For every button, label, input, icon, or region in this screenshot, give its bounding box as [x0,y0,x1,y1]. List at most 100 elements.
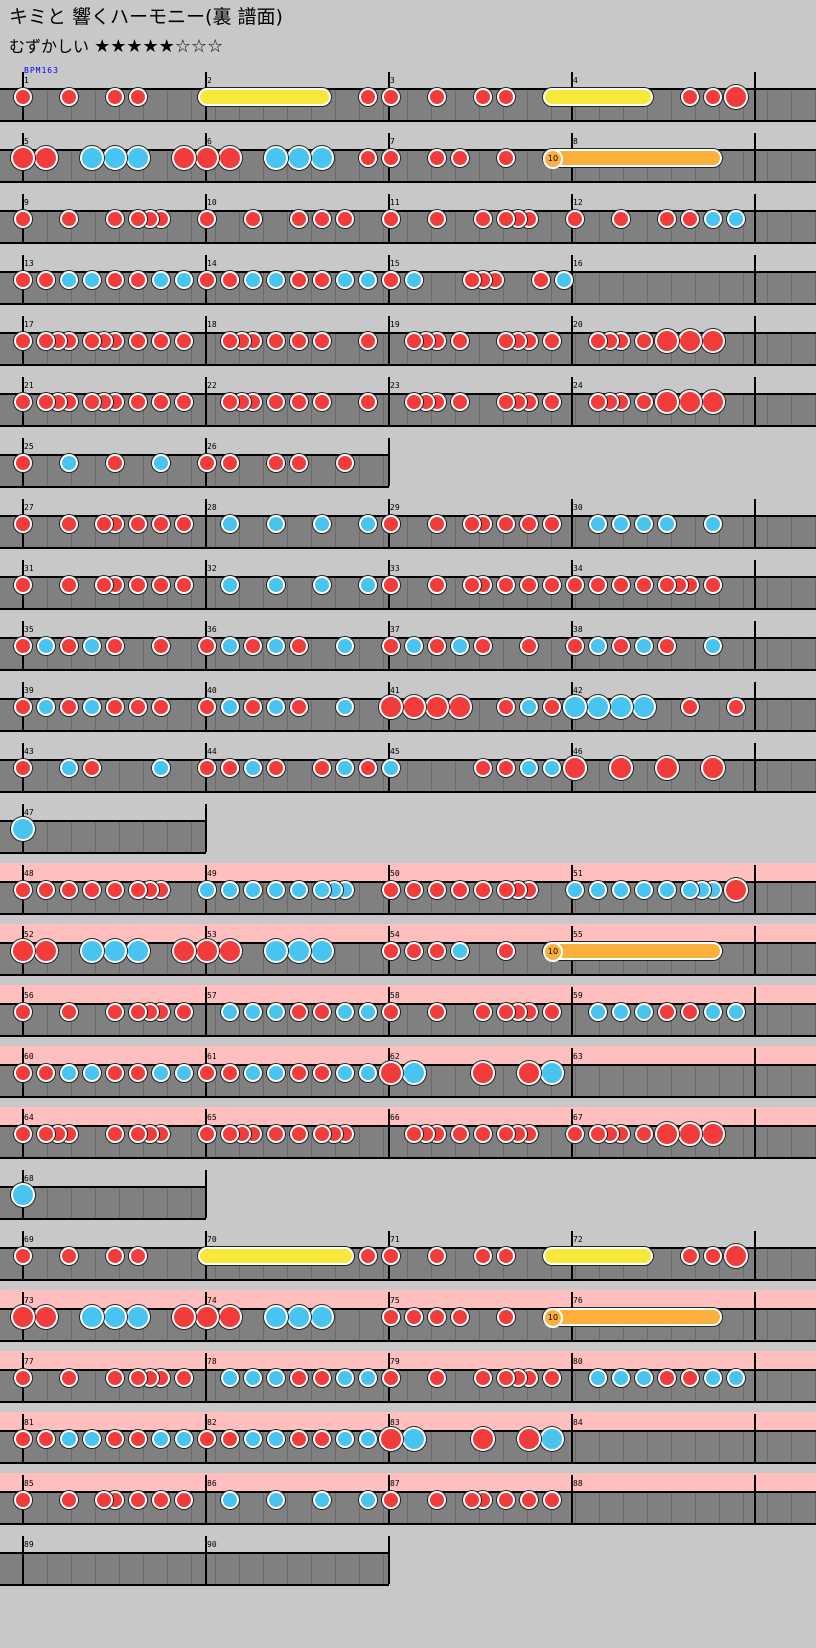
ka-note [290,881,308,899]
barline [205,377,207,425]
don-note [497,210,515,228]
don-note [451,149,469,167]
ka-note [451,942,469,960]
don-note [106,271,124,289]
ka-note [221,881,239,899]
don-note-big [655,756,679,780]
measure-number: 85 [24,1479,34,1488]
don-note [14,576,32,594]
ka-note [704,637,722,655]
don-note [14,1003,32,1021]
ka-note [244,759,262,777]
measure-number: 16 [573,259,583,268]
ka-note [313,1491,331,1509]
measure-number: 67 [573,1113,583,1122]
measure-number: 77 [24,1357,34,1366]
ka-note [221,1491,239,1509]
don-note [129,515,147,533]
don-note [152,637,170,655]
ka-note [681,881,699,899]
measure-number: 53 [207,930,217,939]
bpm-marker: BPM163 [24,66,59,75]
barline [205,1170,207,1218]
don-note-big [379,695,403,719]
barline [754,377,756,425]
don-note [658,1369,676,1387]
don-note [681,88,699,106]
don-note [474,210,492,228]
ka-note [244,881,262,899]
ka-note [313,515,331,533]
ka-note [221,515,239,533]
don-note [267,1125,285,1143]
chart-row: 89 90 [0,1534,390,1598]
don-note [60,1491,78,1509]
chart-row: 43 44 45 46 [0,741,816,805]
don-note [405,1308,423,1326]
don-note [566,637,584,655]
don-note [405,942,423,960]
ka-note [37,698,55,716]
measure-number: 15 [390,259,400,268]
don-note-big [195,939,219,963]
don-note [152,576,170,594]
gogo-section [0,1351,816,1369]
don-note [221,759,239,777]
barline [571,377,573,425]
ka-note [359,1369,377,1387]
ka-note [612,881,630,899]
don-note [267,454,285,472]
don-note [129,393,147,411]
barline [754,621,756,669]
don-note [658,1003,676,1021]
measure-number: 7 [390,137,395,146]
don-note [635,1125,653,1143]
chart-row: 9 10 11 12 [0,192,816,256]
don-note [129,210,147,228]
measure-number: 58 [390,991,400,1000]
measure-number: 37 [390,625,400,634]
don-note [497,1003,515,1021]
chart-row: 47 [0,802,207,866]
don-note [428,210,446,228]
measure-number: 64 [24,1113,34,1122]
don-note [290,1003,308,1021]
ka-note [313,881,331,899]
don-note [382,271,400,289]
measure-number: 21 [24,381,34,390]
don-note [382,576,400,594]
don-note [428,1491,446,1509]
chart-row: 81 82 83 84 [0,1412,816,1476]
don-note [129,1247,147,1265]
measure-number: 90 [207,1540,217,1549]
chart-row: 69 70 71 72 [0,1229,816,1293]
don-note [428,1369,446,1387]
don-note-big [655,1122,679,1146]
ka-note [635,637,653,655]
don-note [313,210,331,228]
chart-row: 56 57 58 59 [0,985,816,1049]
ka-note [554,271,573,289]
measure-number: 72 [573,1235,583,1244]
measure-number: 26 [207,442,217,451]
measure-number: 78 [207,1357,217,1366]
gogo-section [0,1412,816,1430]
don-note [428,1247,446,1265]
difficulty-line: むずかしい ★★★★★☆☆☆ [9,36,223,58]
ka-note [336,759,354,777]
don-note [612,210,630,228]
measure-number: 68 [24,1174,34,1183]
don-note [198,271,216,289]
barline [205,987,207,1035]
don-note [106,881,124,899]
don-note [129,1003,147,1021]
ka-note [175,1430,193,1448]
ka-note [267,1430,285,1448]
don-note [704,88,722,106]
barline [754,194,756,242]
don-note [497,1491,515,1509]
ka-note [543,759,561,777]
don-note [451,1308,469,1326]
ka-note-big [540,1061,564,1085]
chart-row: 39 40 41 42 [0,680,816,744]
